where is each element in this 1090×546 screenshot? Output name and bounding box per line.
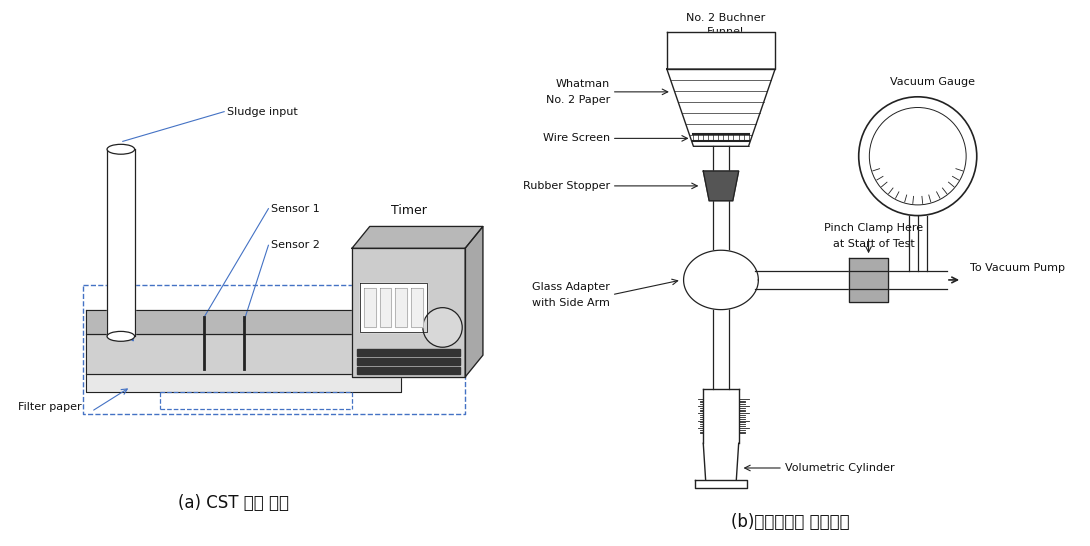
Polygon shape	[667, 32, 775, 69]
Text: Sludge input: Sludge input	[227, 106, 298, 117]
Polygon shape	[86, 310, 401, 334]
Text: Volumetric Cylinder: Volumetric Cylinder	[785, 463, 895, 473]
Polygon shape	[713, 146, 729, 171]
Polygon shape	[86, 334, 401, 374]
Circle shape	[859, 97, 977, 216]
Circle shape	[870, 108, 966, 205]
Polygon shape	[86, 374, 401, 392]
Polygon shape	[356, 367, 460, 374]
Text: Glass Adapter: Glass Adapter	[532, 282, 609, 292]
Polygon shape	[356, 358, 460, 365]
Text: Funnel: Funnel	[707, 27, 744, 38]
Text: Rubber Stopper: Rubber Stopper	[523, 181, 609, 191]
Text: (b)비저항계수 실험장치: (b)비저항계수 실험장치	[730, 513, 849, 531]
Polygon shape	[379, 288, 391, 328]
Text: Wire Screen: Wire Screen	[543, 133, 609, 144]
Polygon shape	[849, 258, 888, 302]
Text: Timer: Timer	[390, 204, 426, 217]
Polygon shape	[360, 283, 427, 333]
Text: (a) CST 측정 장치: (a) CST 측정 장치	[179, 494, 290, 512]
Text: To Vacuum Pump: To Vacuum Pump	[970, 263, 1065, 273]
Text: Filter paper: Filter paper	[17, 402, 81, 412]
Polygon shape	[411, 288, 423, 328]
Polygon shape	[755, 271, 947, 289]
Text: No. 2 Paper: No. 2 Paper	[546, 95, 609, 105]
Polygon shape	[695, 480, 747, 488]
Polygon shape	[396, 288, 408, 328]
Text: Sensor 1: Sensor 1	[271, 204, 320, 213]
Polygon shape	[703, 389, 739, 443]
Polygon shape	[703, 171, 739, 201]
Text: Sensor 2: Sensor 2	[271, 240, 320, 250]
Polygon shape	[683, 250, 759, 310]
Polygon shape	[465, 227, 483, 377]
Text: Vacuum Gauge: Vacuum Gauge	[891, 77, 974, 87]
Text: Pinch Clamp Here: Pinch Clamp Here	[824, 223, 923, 234]
Polygon shape	[352, 227, 483, 248]
Ellipse shape	[107, 144, 134, 154]
Polygon shape	[713, 201, 729, 389]
Polygon shape	[107, 149, 134, 336]
Ellipse shape	[107, 331, 134, 341]
Circle shape	[423, 307, 462, 347]
Text: at Start of Test: at Start of Test	[833, 239, 915, 250]
Polygon shape	[352, 248, 465, 377]
Polygon shape	[356, 349, 460, 356]
Text: No. 2 Buchner: No. 2 Buchner	[687, 13, 765, 22]
Polygon shape	[667, 69, 775, 146]
Polygon shape	[703, 443, 739, 480]
Text: Whatman: Whatman	[556, 79, 609, 89]
Text: with Side Arm: with Side Arm	[532, 298, 609, 308]
Polygon shape	[909, 216, 926, 271]
Polygon shape	[364, 288, 376, 328]
